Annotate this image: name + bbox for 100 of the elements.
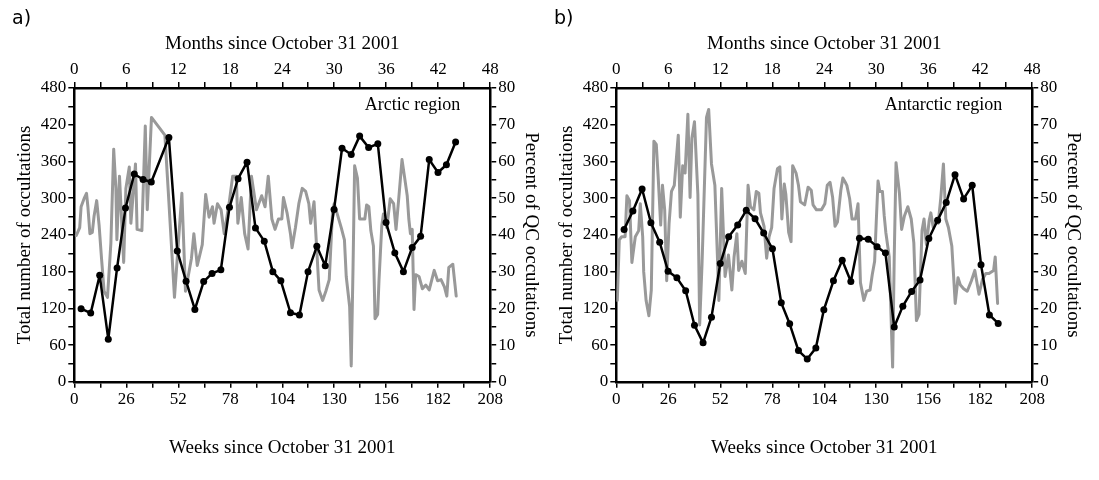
point (104, 335, 112, 343)
point (656, 238, 664, 246)
point (847, 278, 855, 286)
point (934, 216, 942, 224)
point (777, 299, 785, 307)
point (365, 144, 373, 151)
point (629, 207, 637, 215)
point (399, 268, 407, 276)
y-tick-label: 180 (40, 261, 67, 281)
chart-title: a) (12, 6, 32, 29)
y-tick-label: 120 (582, 297, 609, 317)
x2-axis-title: Months since October 31 2001 (165, 32, 400, 54)
point (191, 305, 199, 313)
point (139, 175, 147, 183)
y2-tick-label: 20 (498, 297, 516, 317)
x2-tick-label: 36 (919, 59, 937, 79)
point (647, 219, 655, 227)
point (994, 319, 1002, 327)
x2-tick-label: 12 (711, 59, 729, 79)
y-tick-label: 240 (40, 224, 67, 244)
point (673, 274, 681, 282)
y2-tick-label: 70 (498, 114, 516, 134)
point (916, 276, 924, 284)
point (855, 234, 863, 242)
y-tick-label: 360 (40, 150, 67, 170)
point (434, 168, 442, 176)
point (225, 203, 233, 211)
point (960, 195, 968, 203)
y-tick-label: 420 (40, 114, 67, 134)
y2-tick-label: 60 (498, 150, 516, 170)
x-tick-label: 78 (763, 389, 781, 409)
y2-tick-label: 10 (498, 334, 516, 354)
point (408, 243, 416, 251)
y2-tick-label: 50 (1040, 187, 1058, 207)
point (304, 268, 312, 276)
point (182, 277, 190, 285)
x2-tick-label: 48 (1023, 59, 1041, 79)
point (786, 320, 794, 328)
point (942, 199, 950, 207)
x-tick-label: 26 (117, 389, 135, 409)
x2-tick-label: 6 (122, 59, 131, 79)
y2-tick-label: 10 (1040, 334, 1058, 354)
point (338, 144, 346, 152)
x2-tick-label: 42 (429, 59, 447, 79)
x2-tick-label: 24 (273, 59, 292, 79)
point (382, 218, 390, 226)
point (908, 287, 916, 295)
point (716, 260, 724, 268)
point (829, 277, 837, 285)
point (286, 309, 294, 317)
point (725, 233, 733, 241)
point (269, 268, 277, 276)
y-tick-label: 0 (57, 371, 67, 391)
y-tick-label: 60 (49, 334, 67, 354)
y-tick-label: 240 (582, 224, 609, 244)
x-tick-label: 52 (711, 389, 729, 409)
x2-tick-label: 30 (325, 59, 343, 79)
x-tick-label: 130 (863, 389, 889, 409)
chart-title: b) (554, 6, 574, 29)
point (313, 242, 321, 250)
x2-axis-title: Months since October 31 2001 (707, 32, 942, 54)
point (664, 267, 672, 275)
y-tick-label: 480 (40, 77, 67, 97)
point (873, 243, 881, 251)
point (251, 224, 259, 232)
point (899, 302, 907, 310)
x2-tick-label: 18 (221, 59, 239, 79)
x-tick-label: 52 (169, 389, 187, 409)
point (391, 249, 399, 257)
y2-tick-label: 60 (1040, 150, 1058, 170)
point (734, 221, 742, 229)
y-tick-label: 0 (599, 371, 609, 391)
point (838, 256, 846, 264)
point (768, 245, 776, 253)
point (234, 175, 242, 183)
point (208, 269, 216, 277)
point (760, 229, 768, 237)
point (277, 277, 285, 285)
y-tick-label: 300 (582, 187, 609, 207)
point (130, 170, 138, 178)
point (87, 309, 95, 317)
x-tick-label: 182 (967, 389, 993, 409)
point (147, 178, 155, 186)
y2-tick-label: 40 (498, 224, 516, 244)
x-axis-title: Weeks since October 31 2001 (711, 435, 938, 457)
y-tick-label: 480 (582, 77, 609, 97)
annotation: Antarctic region (884, 93, 1003, 114)
x2-tick-label: 24 (815, 59, 834, 79)
x2-tick-label: 12 (169, 59, 187, 79)
x-tick-label: 78 (221, 389, 239, 409)
y-tick-label: 120 (40, 297, 67, 317)
y2-axis-title: Percent of QC occultations (521, 132, 543, 338)
point (690, 321, 698, 329)
point (173, 247, 181, 255)
point (881, 249, 889, 257)
x-tick-label: 208 (477, 389, 503, 409)
y2-tick-label: 20 (1040, 297, 1058, 317)
point (985, 311, 993, 319)
point (417, 232, 425, 240)
y2-tick-label: 80 (1040, 77, 1058, 97)
